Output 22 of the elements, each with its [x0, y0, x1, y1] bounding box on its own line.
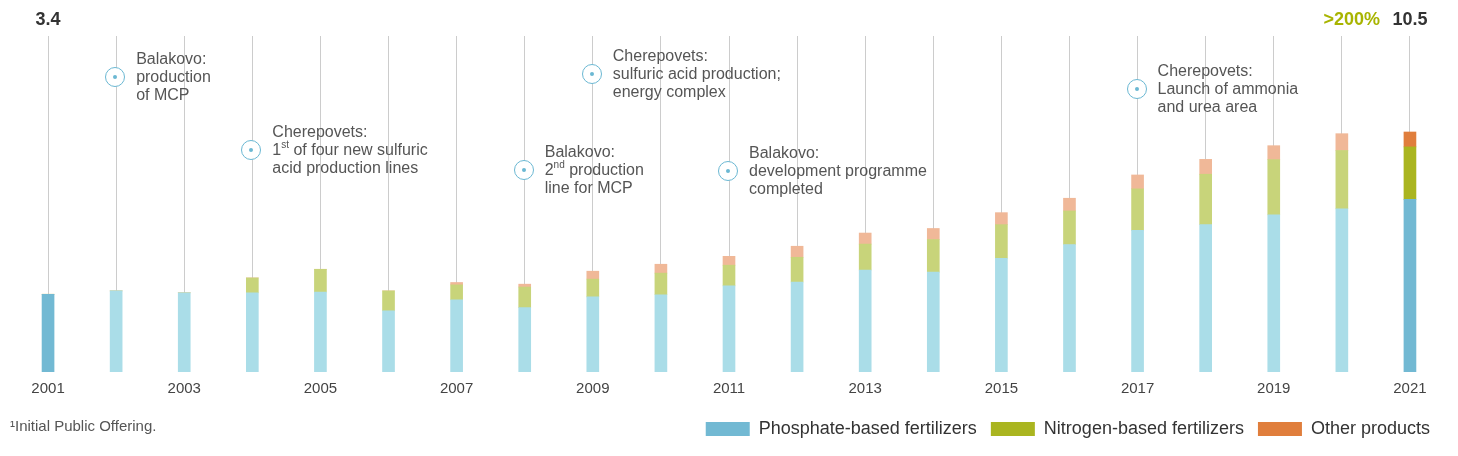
x-tick-label: 2001: [31, 379, 65, 397]
x-tick-label: 2013: [848, 379, 882, 397]
text: Balakovo: production of MCP: [136, 50, 211, 104]
text: >200%: [1323, 8, 1380, 29]
text: Cherepovets: Launch of ammonia and urea area: [1157, 62, 1299, 116]
x-tick-label: 2015: [984, 379, 1019, 397]
legend-label: Phosphate-based fertilizers: [758, 417, 977, 438]
x-tick-label: 2021: [1393, 379, 1427, 397]
legend-label: Nitrogen-based fertilizers: [1043, 417, 1244, 438]
x-tick-label: 2009: [576, 379, 610, 397]
text: 10.5: [1392, 8, 1428, 29]
x-tick-label: 2005: [303, 379, 338, 397]
text: 3.4: [35, 8, 61, 29]
x-tick-label: 2007: [439, 379, 474, 397]
x-tick-label: 2003: [167, 379, 201, 397]
text: ¹Initial Public Offering.: [10, 417, 157, 435]
x-tick-label: 2011: [712, 379, 746, 397]
text: Cherepovets: sulfuric acid production; energy complex: [612, 47, 781, 101]
x-tick-label: 2019: [1257, 379, 1291, 397]
x-tick-label: 2017: [1120, 379, 1155, 397]
legend-label: Other products: [1310, 417, 1431, 438]
annotation: Balakovo: development programme completed: [749, 144, 927, 198]
